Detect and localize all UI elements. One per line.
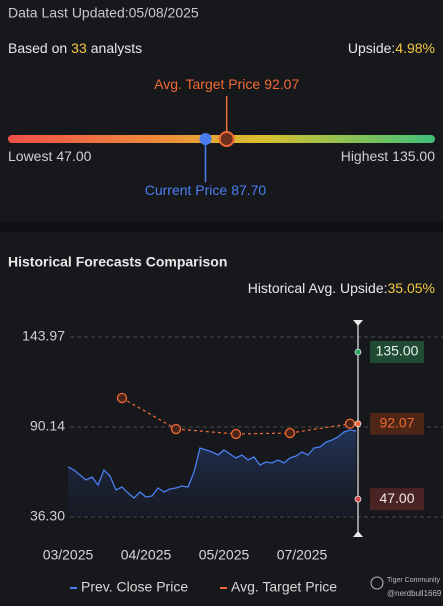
cursor-cap-bottom	[353, 531, 363, 537]
close-area	[68, 430, 356, 517]
avg-target-text: Avg. Target Price 92.07	[154, 76, 299, 92]
upside-label: Upside:	[348, 40, 395, 56]
target-range: Avg. Target Price 92.07 Current Price 87.70…	[8, 76, 435, 198]
target-point	[116, 392, 128, 404]
chart-title: Historical Forecasts Comparison	[8, 254, 227, 270]
end-dot	[354, 348, 362, 356]
avg-upside-text: Historical Avg. Upside:35.05%	[248, 280, 435, 296]
updated-text: Data Last Updated:05/08/2025	[8, 5, 199, 21]
analysts-count: 33	[71, 40, 87, 56]
current-marker	[199, 133, 212, 145]
upside-text: Upside:4.98%	[348, 40, 435, 56]
end-dot	[354, 495, 362, 503]
end-label-box	[370, 488, 424, 511]
current-text: Current Price 87.70	[145, 182, 267, 198]
end-label-box	[370, 340, 424, 363]
history-chart: 143.97 90.14 36.30 03/2025 04/2025 05/2025 07/…	[22, 320, 443, 595]
x-tick-label: 03/2025	[43, 547, 94, 563]
avg-target-label: Avg. Target Price	[154, 76, 260, 92]
current-label: Current Price	[145, 182, 228, 198]
x-tick-label: 05/2025	[199, 547, 250, 563]
highest-text: Highest 135.00	[341, 148, 436, 164]
target-point	[170, 423, 182, 435]
analysts-suffix: analysts	[91, 40, 142, 56]
avg-target-value: 92.07	[264, 76, 299, 92]
watermark-logo	[370, 576, 384, 590]
y-tick-label: 90.14	[30, 418, 65, 434]
lowest-label: Lowest	[8, 148, 52, 164]
end-label-box	[370, 412, 424, 435]
legend-label: Avg. Target Price	[231, 579, 337, 595]
target-point	[344, 418, 356, 429]
close-line	[67, 429, 357, 499]
x-tick-label: 04/2025	[121, 547, 172, 563]
cursor-cap-top	[353, 320, 363, 326]
end-dot	[354, 420, 362, 428]
target-point	[284, 427, 296, 439]
highest-value: 135.00	[392, 148, 435, 164]
y-tick-label: 36.30	[30, 508, 65, 524]
y-tick-label: 143.97	[22, 328, 65, 344]
target-segment	[121, 397, 177, 430]
highest-label: Highest	[341, 148, 389, 164]
end-label: 47.00	[379, 490, 414, 506]
target-segment	[175, 428, 237, 435]
avg-upside-label: Historical Avg. Upside:	[248, 280, 388, 296]
end-label: 135.00	[376, 343, 419, 359]
watermark-user: @nerdbull1669	[387, 589, 442, 598]
avg-upside-value: 35.05%	[388, 280, 435, 296]
current-value: 87.70	[231, 182, 266, 198]
x-tick-label: 07/2025	[277, 547, 328, 563]
lowest-text: Lowest 47.00	[8, 148, 92, 164]
legend-label: Prev. Close Price	[81, 579, 188, 595]
separator	[0, 222, 443, 232]
upside-value: 4.98%	[395, 40, 435, 56]
analysts-prefix: Based on	[8, 40, 67, 56]
target-point	[230, 428, 242, 440]
analysts-text: Based on 33 analysts	[8, 40, 142, 56]
avg-marker	[218, 131, 235, 147]
watermark-brand: Tiger Community	[387, 577, 441, 584]
lowest-value: 47.00	[56, 148, 91, 164]
target-segment	[289, 423, 351, 434]
end-label: 92.07	[379, 414, 414, 430]
